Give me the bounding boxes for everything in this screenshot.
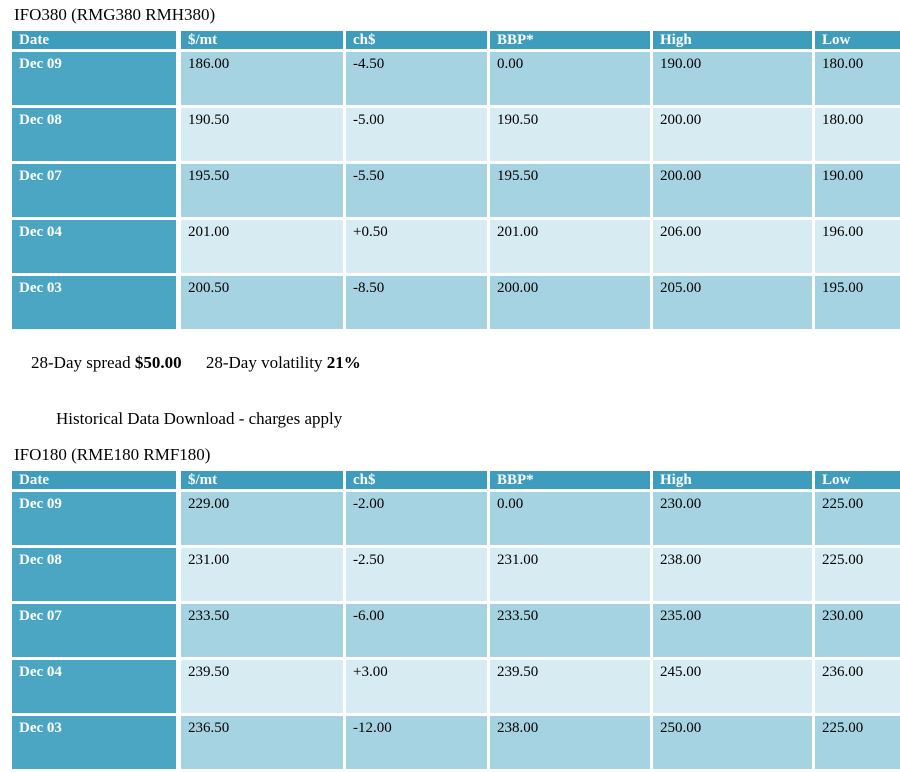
value-cell: 200.00 <box>652 163 814 219</box>
column-header: Date <box>11 30 179 51</box>
ifo180-title: IFO180 (RME180 RMF180) <box>14 446 900 464</box>
value-cell: 0.00 <box>489 491 652 547</box>
value-cell: 239.50 <box>489 659 652 715</box>
value-cell: 238.00 <box>489 715 652 771</box>
date-cell: Dec 07 <box>11 163 179 219</box>
spread-label: 28-Day spread <box>31 353 131 372</box>
value-cell: 206.00 <box>652 219 814 275</box>
value-cell: 229.00 <box>179 491 345 547</box>
value-cell: 230.00 <box>814 603 900 659</box>
column-header: Low <box>814 470 900 491</box>
date-cell: Dec 08 <box>11 547 179 603</box>
column-header: BBP* <box>489 470 652 491</box>
value-cell: -5.00 <box>345 107 489 163</box>
value-cell: 238.00 <box>652 547 814 603</box>
value-cell: -6.00 <box>345 603 489 659</box>
value-cell: -4.50 <box>345 51 489 107</box>
column-header: High <box>652 30 814 51</box>
column-header: Low <box>814 30 900 51</box>
value-cell: 225.00 <box>814 491 900 547</box>
value-cell: 190.00 <box>652 51 814 107</box>
value-cell: 190.00 <box>814 163 900 219</box>
value-cell: 195.50 <box>179 163 345 219</box>
value-cell: 230.00 <box>652 491 814 547</box>
value-cell: 201.00 <box>179 219 345 275</box>
value-cell: 200.50 <box>179 275 345 331</box>
date-cell: Dec 08 <box>11 107 179 163</box>
date-cell: Dec 09 <box>11 491 179 547</box>
value-cell: 201.00 <box>489 219 652 275</box>
stats-line: 28-Day spread $50.00 28-Day volatility 2… <box>31 354 900 372</box>
value-cell: 195.50 <box>489 163 652 219</box>
value-cell: 180.00 <box>814 107 900 163</box>
ifo380-title: IFO380 (RMG380 RMH380) <box>14 6 900 24</box>
value-cell: 235.00 <box>652 603 814 659</box>
column-header: Date <box>11 470 179 491</box>
date-cell: Dec 09 <box>11 51 179 107</box>
value-cell: 180.00 <box>814 51 900 107</box>
date-cell: Dec 04 <box>11 659 179 715</box>
value-cell: 239.50 <box>179 659 345 715</box>
column-header: $/mt <box>179 30 345 51</box>
historical-download-link[interactable]: Historical Data Download - charges apply <box>56 410 900 428</box>
column-header: High <box>652 470 814 491</box>
value-cell: 233.50 <box>489 603 652 659</box>
column-header: ch$ <box>345 30 489 51</box>
date-cell: Dec 04 <box>11 219 179 275</box>
spread-value: $50.00 <box>135 353 182 372</box>
value-cell: 195.00 <box>814 275 900 331</box>
value-cell: 225.00 <box>814 547 900 603</box>
value-cell: +3.00 <box>345 659 489 715</box>
value-cell: -2.00 <box>345 491 489 547</box>
value-cell: -8.50 <box>345 275 489 331</box>
value-cell: 236.50 <box>179 715 345 771</box>
value-cell: 200.00 <box>489 275 652 331</box>
value-cell: 236.00 <box>814 659 900 715</box>
date-cell: Dec 03 <box>11 715 179 771</box>
date-cell: Dec 07 <box>11 603 179 659</box>
volatility-label: 28-Day volatility <box>206 353 323 372</box>
value-cell: 186.00 <box>179 51 345 107</box>
value-cell: +0.50 <box>345 219 489 275</box>
value-cell: -5.50 <box>345 163 489 219</box>
value-cell: 225.00 <box>814 715 900 771</box>
value-cell: 233.50 <box>179 603 345 659</box>
value-cell: 245.00 <box>652 659 814 715</box>
value-cell: 250.00 <box>652 715 814 771</box>
value-cell: 231.00 <box>489 547 652 603</box>
column-header: BBP* <box>489 30 652 51</box>
value-cell: -12.00 <box>345 715 489 771</box>
value-cell: 200.00 <box>652 107 814 163</box>
column-header: ch$ <box>345 470 489 491</box>
value-cell: 190.50 <box>489 107 652 163</box>
date-cell: Dec 03 <box>11 275 179 331</box>
value-cell: 0.00 <box>489 51 652 107</box>
value-cell: -2.50 <box>345 547 489 603</box>
value-cell: 231.00 <box>179 547 345 603</box>
volatility-value: 21% <box>327 353 361 372</box>
value-cell: 190.50 <box>179 107 345 163</box>
column-header: $/mt <box>179 470 345 491</box>
value-cell: 196.00 <box>814 219 900 275</box>
value-cell: 205.00 <box>652 275 814 331</box>
